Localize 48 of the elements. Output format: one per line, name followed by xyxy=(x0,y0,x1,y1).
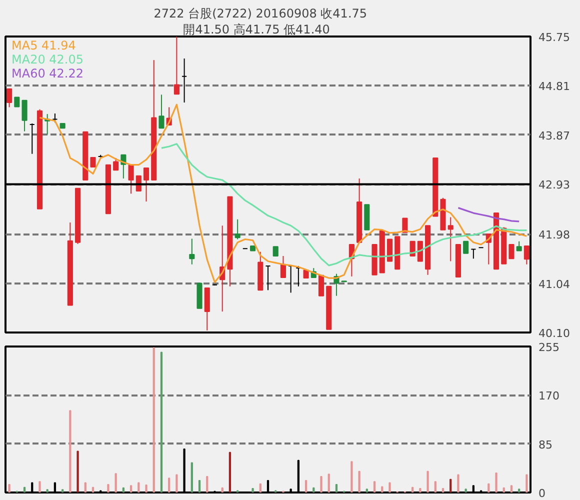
y-tick-label: 0 xyxy=(538,487,546,500)
candlestick xyxy=(113,158,119,171)
line-series xyxy=(38,104,528,284)
candlestick xyxy=(296,265,302,287)
y-tick-label: 45.75 xyxy=(538,31,570,44)
y-tick-label: 85 xyxy=(538,438,552,452)
candlestick xyxy=(417,240,423,262)
candlestick xyxy=(6,88,12,108)
y-tick-label: 42.93 xyxy=(538,178,570,192)
y-tick-label: 255 xyxy=(538,341,560,354)
candlestick xyxy=(189,238,195,265)
candlestick xyxy=(204,287,210,331)
candlestick xyxy=(288,264,294,294)
candlestick xyxy=(174,36,180,95)
chart-title: 2722 台股(2722) 20160908 收41.75 xyxy=(154,6,368,20)
chart-subtitle: 開41.50 高41.75 低41.40 xyxy=(183,22,330,36)
candlestick xyxy=(280,256,286,278)
candlestick xyxy=(22,100,28,132)
text: MA20 42.05 xyxy=(12,52,84,66)
y-tick-label: 170 xyxy=(538,390,560,403)
y-tick-label: 40.10 xyxy=(538,327,570,340)
candlestick xyxy=(234,218,240,240)
y-tick-label: 44.81 xyxy=(538,80,570,94)
text: MA5 41.94 xyxy=(12,38,76,52)
candlestick xyxy=(158,94,164,129)
candlestick xyxy=(29,122,35,154)
y-tick-label: 41.98 xyxy=(538,228,570,242)
candlestick xyxy=(463,240,469,254)
candlestick xyxy=(272,246,278,257)
candlestick xyxy=(90,157,96,168)
candlestick xyxy=(143,167,150,202)
candlestick xyxy=(128,164,134,194)
y-tick-label: 43.87 xyxy=(538,129,570,142)
text: MA60 42.22 xyxy=(12,66,84,80)
candlestick xyxy=(402,218,408,233)
candlestick xyxy=(14,96,20,108)
candlestick xyxy=(448,216,454,262)
y-tick-label: 41.04 xyxy=(538,278,570,291)
candlestick xyxy=(524,246,530,265)
line-series xyxy=(457,207,520,222)
candlestick xyxy=(182,58,188,104)
line-series xyxy=(160,143,528,266)
candlestick xyxy=(410,240,416,257)
candlestick xyxy=(516,240,522,252)
candlestick xyxy=(470,248,476,260)
candlestick xyxy=(265,264,271,291)
candlestick xyxy=(508,244,514,260)
candlestick xyxy=(318,274,324,296)
